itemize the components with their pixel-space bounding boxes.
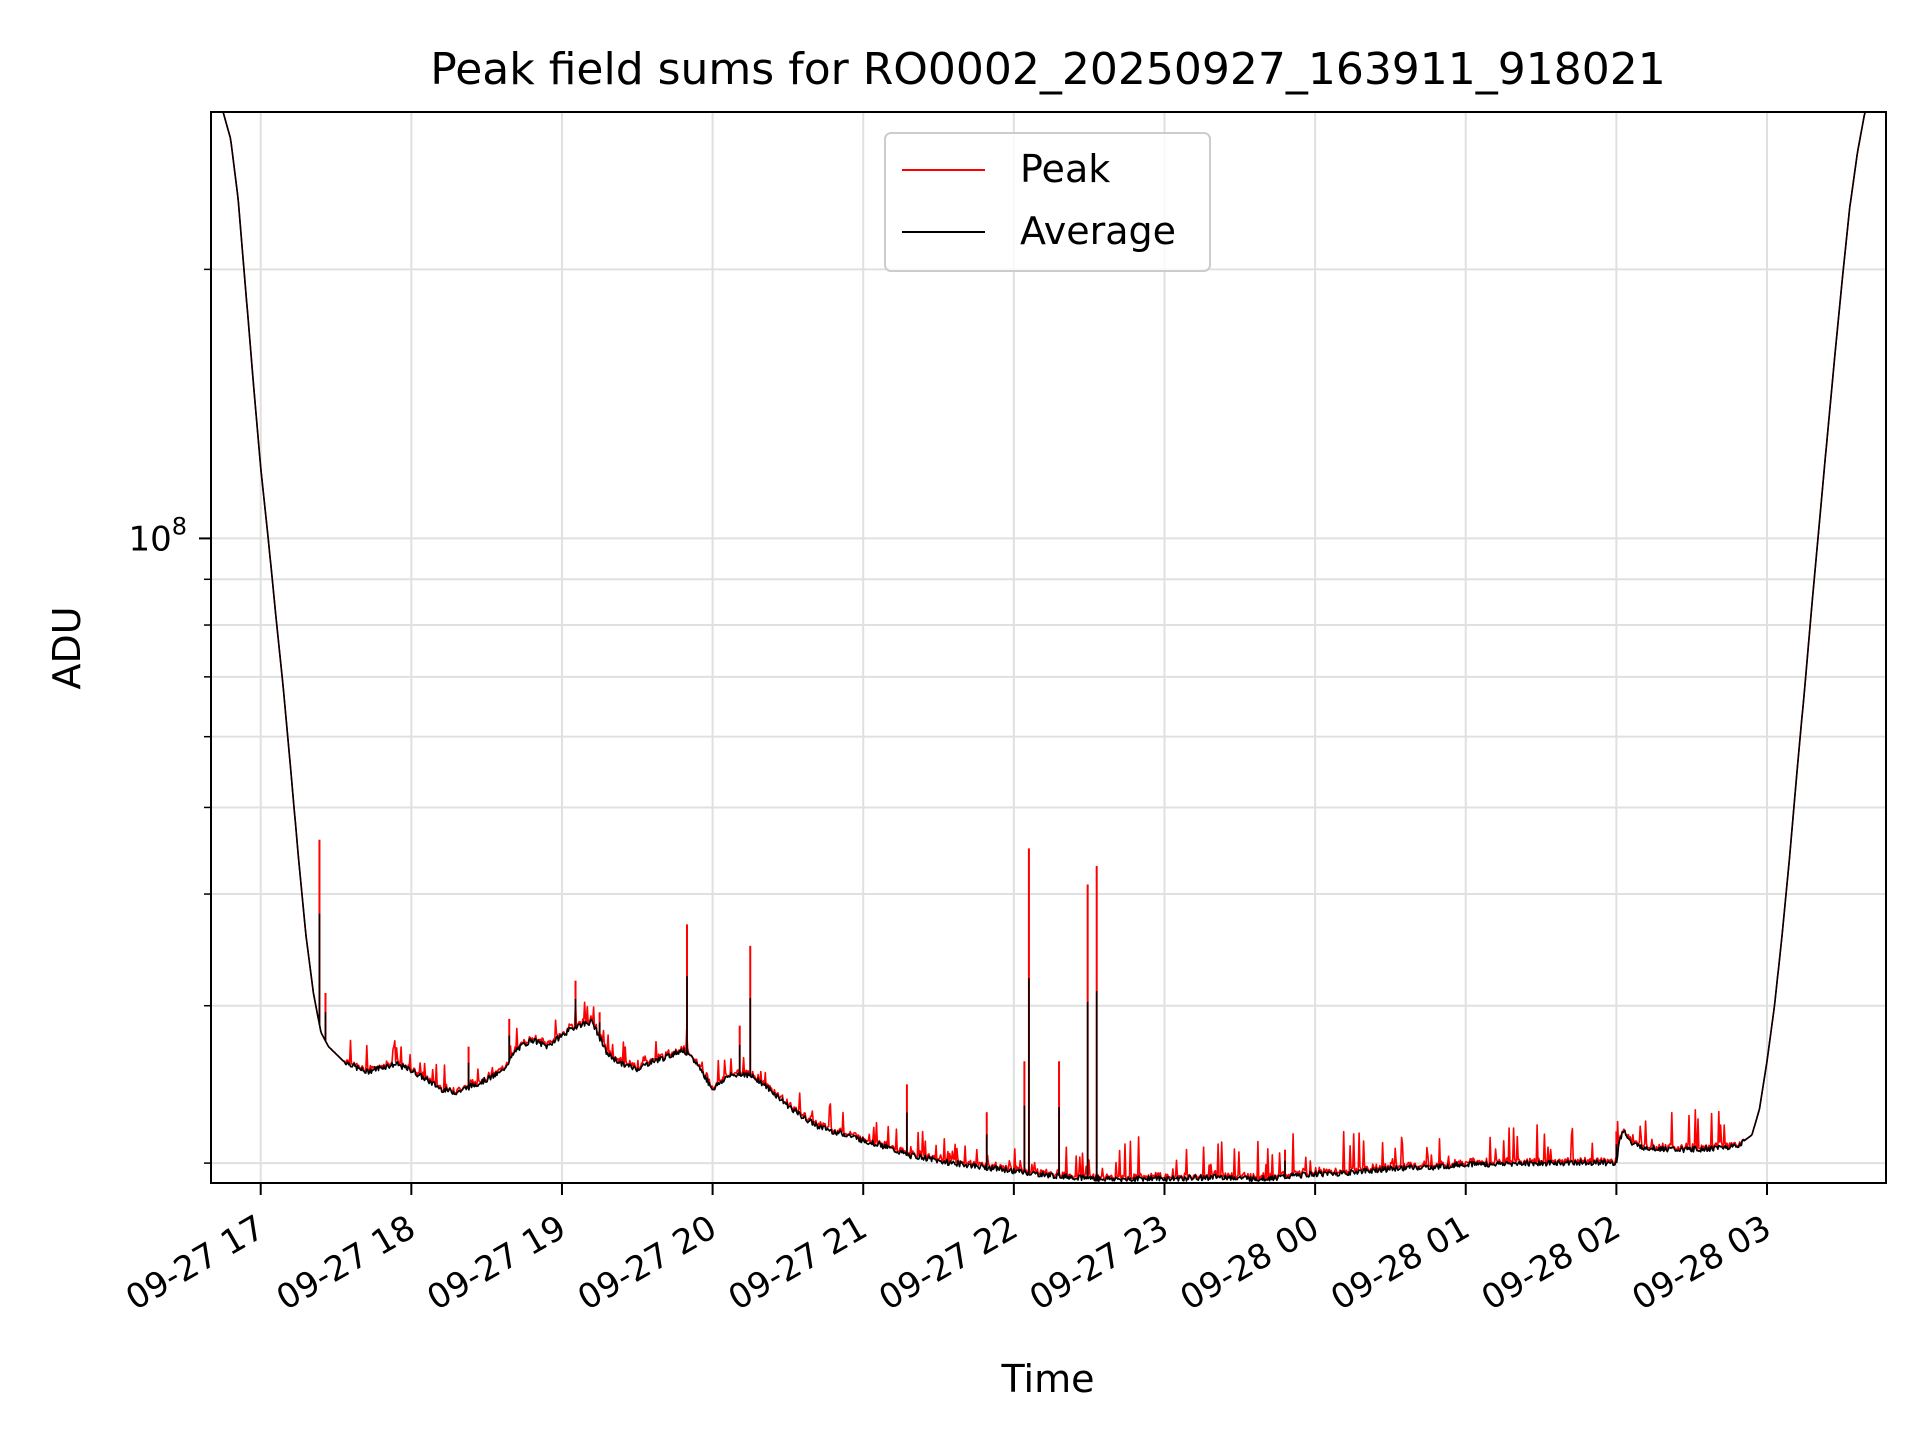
y-axis-label: ADU [45,606,89,689]
peak-line [222,112,1880,1182]
plot-area [222,112,1880,1183]
chart-title: Peak field sums for RO0002_20250927_1639… [430,44,1666,95]
x-tick-label: 09-27 22 [872,1208,1024,1319]
average-line [222,112,1880,1183]
y-tick-label-base: 10 [128,519,171,559]
legend-label-peak: Peak [1020,147,1110,191]
x-tick-label: 09-27 17 [119,1208,271,1319]
x-tick-label: 09-28 01 [1324,1208,1476,1319]
x-tick-label: 09-27 20 [571,1208,723,1319]
x-tick-label: 09-27 21 [722,1208,874,1319]
legend-label-average: Average [1020,209,1176,253]
x-tick-label: 09-27 18 [270,1208,422,1319]
series-peak [222,112,1880,1182]
x-tick-label: 09-28 02 [1475,1208,1627,1319]
y-axis: 108 [128,268,211,1164]
x-tick-label: 09-28 03 [1626,1208,1778,1319]
y-tick-label: 108 [128,512,187,559]
grid [211,112,1886,1183]
series-average [222,112,1880,1183]
legend: Peak Average [884,132,1211,272]
x-axis-label: Time [1001,1357,1095,1401]
plot-frame [210,111,1887,1184]
y-tick-label-exponent: 8 [172,512,187,540]
x-tick-label: 09-27 23 [1023,1208,1175,1319]
x-tick-label: 09-27 19 [420,1208,572,1319]
x-tick-label: 09-28 00 [1174,1208,1326,1319]
legend-box [884,132,1211,272]
